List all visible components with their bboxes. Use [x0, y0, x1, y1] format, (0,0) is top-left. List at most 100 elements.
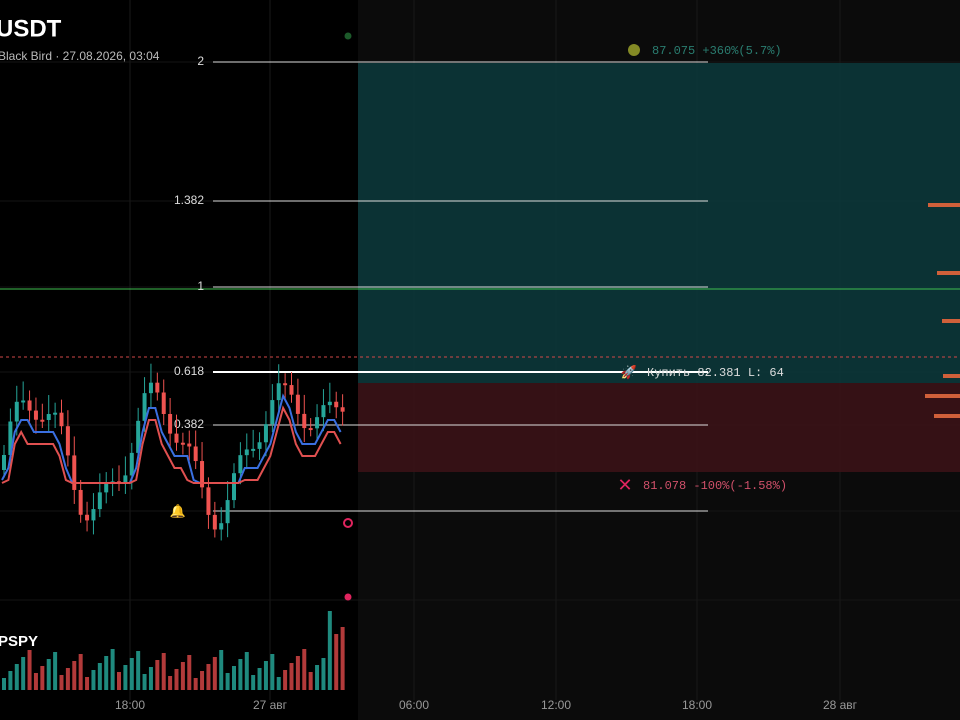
volume-bar — [117, 672, 121, 690]
volume-bar — [27, 650, 32, 690]
symbol-title: USDT — [0, 15, 62, 42]
candle-body — [193, 446, 198, 462]
volume-bar — [53, 652, 58, 690]
candle-body — [289, 385, 294, 395]
volume-bar — [251, 675, 256, 690]
fib-label: 1 — [197, 279, 204, 293]
alert-icon[interactable]: 🔔 — [170, 503, 186, 518]
candle-body — [244, 449, 249, 456]
volume-bars — [2, 611, 345, 690]
candle-body — [187, 443, 192, 447]
candle-body — [238, 455, 243, 474]
candle-body — [340, 407, 345, 412]
candles — [1, 363, 345, 541]
candle-body — [283, 383, 288, 386]
candle-body — [295, 394, 300, 414]
volume-bar — [65, 668, 70, 690]
volume-bar — [148, 667, 153, 690]
volume-bar — [238, 659, 243, 690]
candle-body — [315, 417, 320, 429]
candle-body — [85, 514, 90, 521]
volume-bar — [302, 649, 307, 690]
volume-bar — [321, 658, 326, 690]
candle-body — [174, 433, 179, 443]
candle-body — [53, 412, 58, 415]
time-axis: 18:00 27 авг 06:00 12:00 18:00 28 авг — [115, 698, 858, 712]
volume-bar — [308, 672, 313, 690]
volume-bar — [110, 649, 115, 690]
stop-label: 81.078 -100%(-1.58%) — [643, 479, 787, 493]
volume-bar — [187, 655, 192, 690]
candle-body — [263, 424, 268, 443]
volume-bar — [283, 670, 288, 690]
candle-body — [225, 500, 230, 524]
candle-body — [321, 405, 326, 418]
candle-body — [276, 383, 281, 401]
time-label: 28 авг — [823, 698, 858, 712]
volume-bar — [295, 656, 300, 690]
volume-bar — [244, 652, 249, 690]
candle-body — [8, 421, 13, 455]
volume-label: PSPY — [0, 633, 38, 650]
candle-body — [14, 401, 19, 422]
volume-bar — [155, 660, 160, 690]
candle-body — [72, 455, 77, 490]
volume-bar — [40, 666, 45, 690]
volume-bar — [59, 675, 64, 690]
candle-body — [148, 382, 153, 394]
volume-bar — [14, 664, 19, 690]
candle-body — [33, 410, 38, 420]
target-label: 87.075 +360%(5.7%) — [652, 44, 782, 58]
candle-body — [302, 413, 307, 429]
candle-body — [155, 382, 160, 393]
volume-bar — [315, 665, 320, 690]
history-region — [0, 0, 358, 720]
candle-body — [257, 442, 262, 449]
candle-body — [232, 473, 236, 501]
volume-bar — [180, 662, 185, 690]
volume-bar — [78, 654, 83, 690]
entry-icon: 🚀 — [621, 364, 637, 379]
volume-bar — [334, 634, 339, 690]
candle-body — [27, 400, 32, 411]
candle-body — [21, 400, 26, 403]
fib-label: 1.382 — [174, 193, 204, 207]
volume-bar — [8, 671, 13, 690]
candle-body — [142, 393, 147, 421]
fib-label: 0.618 — [174, 364, 204, 378]
time-label: 18:00 — [115, 698, 145, 712]
volume-bar — [72, 661, 77, 690]
candle-body — [161, 392, 166, 415]
volume-bar — [85, 677, 90, 690]
candle-body — [212, 514, 217, 530]
candle-body — [206, 487, 211, 515]
signal-dot — [344, 32, 352, 40]
subtitle: Black Bird · 27.08.2026, 03:04 — [0, 49, 160, 63]
volume-bar — [276, 677, 281, 690]
volume-bar — [340, 627, 345, 690]
volume-bar — [142, 674, 147, 690]
volume-bar — [2, 678, 6, 690]
volume-bar — [104, 656, 109, 690]
fib-label: 0.382 — [174, 417, 204, 431]
stop-icon: ✕ — [617, 475, 632, 495]
time-label: 27 авг — [253, 698, 288, 712]
stop-zone — [358, 383, 960, 472]
volume-bar — [289, 663, 294, 690]
volume-bar — [232, 666, 236, 690]
candle-body — [78, 489, 83, 515]
volume-bar — [168, 676, 173, 690]
candle-body — [59, 412, 64, 427]
time-label: 18:00 — [682, 698, 712, 712]
volume-bar — [136, 651, 141, 690]
volume-bar — [263, 661, 268, 690]
time-label: 06:00 — [399, 698, 429, 712]
candle-body — [136, 420, 141, 453]
candle-body — [129, 452, 134, 476]
candle-body — [251, 448, 256, 451]
candle-body — [219, 523, 224, 530]
volume-bar — [225, 673, 230, 690]
trend-line — [1, 393, 342, 484]
candle-body — [168, 414, 173, 434]
volume-bar — [193, 678, 198, 690]
